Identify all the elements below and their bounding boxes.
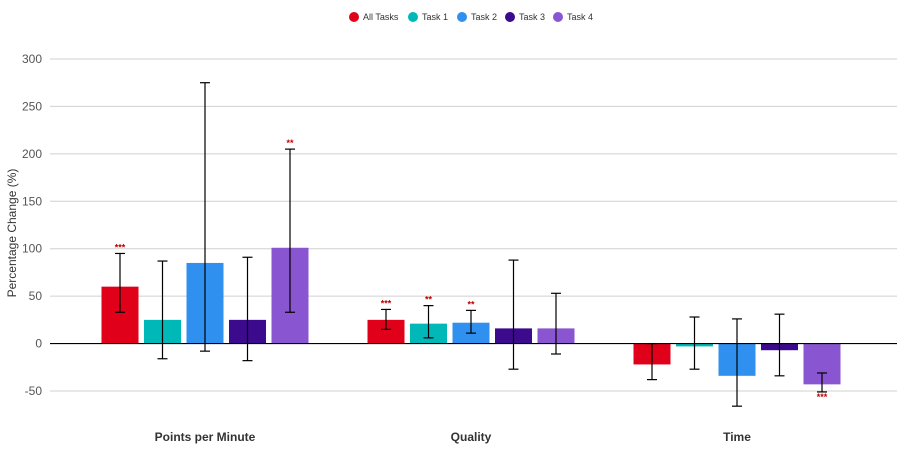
legend-item[interactable]: All Tasks (349, 12, 399, 22)
error-bar (817, 372, 827, 393)
error-bar (508, 259, 519, 370)
legend: All Tasks Task 1 Task 2 Task 3 Task 4 (349, 12, 593, 22)
bar-all-tasks-quality (367, 319, 405, 344)
legend-item[interactable]: Task 4 (553, 12, 593, 22)
legend-item[interactable]: Task 3 (505, 12, 545, 22)
significance-marker: ** (425, 295, 433, 305)
legend-label: Task 2 (471, 12, 497, 22)
significance-marker: *** (115, 242, 126, 252)
legend-swatch (457, 12, 467, 22)
significance-marker: *** (381, 298, 392, 308)
y-tick-label: 200 (22, 147, 42, 161)
legend-label: Task 1 (422, 12, 448, 22)
legend-item[interactable]: Task 1 (408, 12, 448, 22)
error-bar (423, 305, 434, 339)
x-category-label: Points per Minute (155, 430, 256, 444)
error-bar (774, 313, 785, 377)
error-bar (381, 308, 391, 330)
y-tick-label: 300 (22, 52, 42, 66)
x-category-label: Time (723, 430, 751, 444)
error-bar (115, 252, 125, 313)
legend-swatch (553, 12, 563, 22)
error-bar (242, 256, 253, 362)
y-tick-label: 50 (29, 289, 43, 303)
y-axis-ticks: -50 0 50 100 150 200 250 300 (22, 52, 42, 398)
y-tick-label: 150 (22, 194, 42, 208)
legend-label: All Tasks (363, 12, 399, 22)
y-tick-label: 250 (22, 99, 42, 113)
significance-marker: ** (467, 299, 475, 309)
error-bar (285, 148, 295, 313)
y-tick-label: 0 (35, 337, 42, 351)
x-axis-categories: Points per Minute Quality Time (155, 430, 752, 444)
error-bar (732, 318, 742, 407)
error-bar (157, 260, 168, 360)
x-category-label: Quality (451, 430, 492, 444)
legend-swatch (408, 12, 418, 22)
error-bar (551, 292, 561, 355)
significance-marker: *** (817, 392, 828, 402)
y-tick-label: 100 (22, 242, 42, 256)
legend-label: Task 4 (567, 12, 593, 22)
legend-label: Task 3 (519, 12, 545, 22)
error-bar (466, 309, 476, 334)
significance-marker: ** (286, 138, 294, 148)
error-bars (50, 82, 897, 407)
significance-markers: ******** ** ***** (115, 138, 828, 402)
y-axis-title: Percentage Change (%) (5, 169, 19, 298)
legend-swatch (349, 12, 359, 22)
legend-swatch (505, 12, 515, 22)
error-bar (200, 82, 210, 352)
y-tick-label: -50 (25, 384, 43, 398)
legend-item[interactable]: Task 2 (457, 12, 497, 22)
